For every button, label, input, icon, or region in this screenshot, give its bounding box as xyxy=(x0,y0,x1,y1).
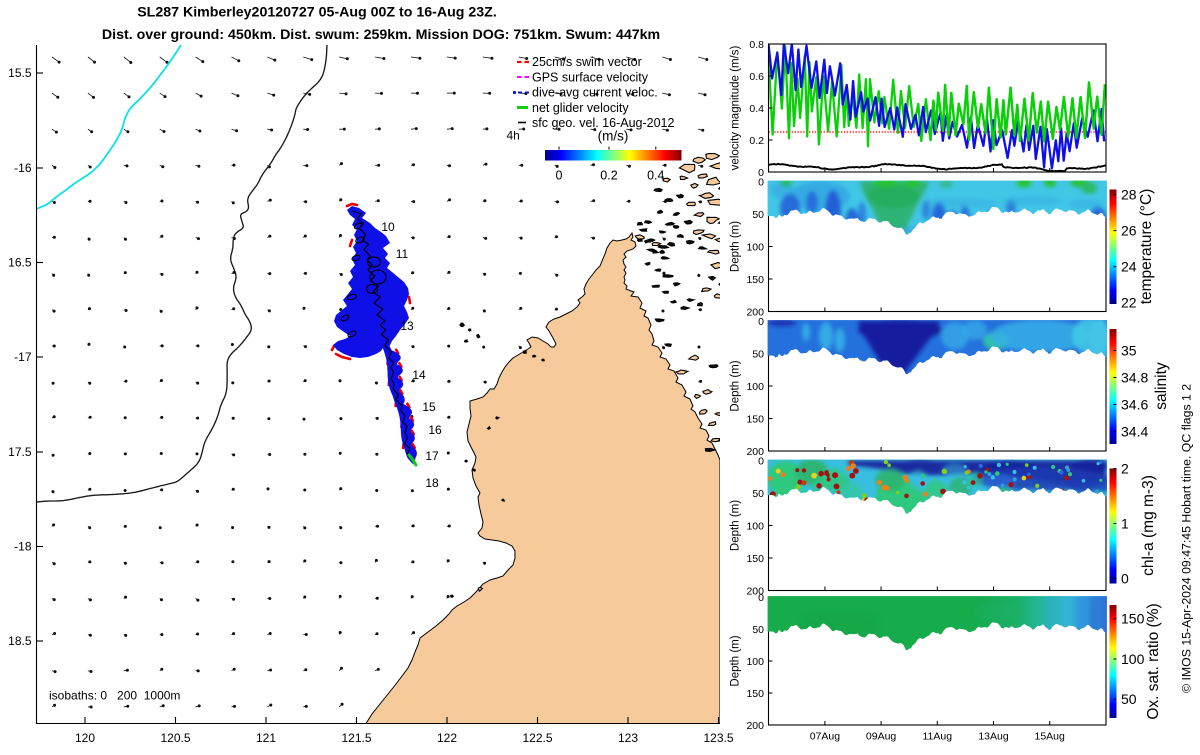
svg-text:34.6: 34.6 xyxy=(1121,396,1148,412)
svg-text:2: 2 xyxy=(1121,460,1129,476)
svg-text:50: 50 xyxy=(1121,691,1137,707)
svg-text:isobaths: 0 200 1000m: isobaths: 0 200 1000m xyxy=(49,689,180,703)
svg-text:34.4: 34.4 xyxy=(1121,423,1148,439)
svg-text:16: 16 xyxy=(428,423,442,437)
svg-text:© IMOS 15-Apr-2024 09:47:45 Ho: © IMOS 15-Apr-2024 09:47:45 Hobart time.… xyxy=(1180,384,1194,693)
svg-text:Depth (m): Depth (m) xyxy=(730,360,742,411)
svg-text:0.8: 0.8 xyxy=(749,39,764,51)
svg-text:16.5: 16.5 xyxy=(8,256,32,270)
svg-text:0.4: 0.4 xyxy=(647,169,664,183)
svg-text:GPS surface velocity: GPS surface velocity xyxy=(532,70,649,84)
svg-text:11Aug: 11Aug xyxy=(923,731,953,743)
svg-text:0: 0 xyxy=(758,167,764,179)
svg-text:0.2: 0.2 xyxy=(749,135,764,147)
svg-text:chl-a (mg m-3): chl-a (mg m-3) xyxy=(1140,475,1157,576)
svg-text:net glider velocity: net glider velocity xyxy=(532,101,629,115)
svg-text:0: 0 xyxy=(758,316,764,328)
svg-text:15: 15 xyxy=(422,400,436,414)
svg-text:100: 100 xyxy=(746,241,764,253)
svg-text:35: 35 xyxy=(1121,342,1137,358)
svg-text:sfc geo. vel. 16-Aug-2012: sfc geo. vel. 16-Aug-2012 xyxy=(532,116,674,130)
svg-text:100: 100 xyxy=(746,656,764,668)
svg-text:dive-avg current veloc.: dive-avg current veloc. xyxy=(532,86,658,100)
svg-text:25cm/s swim vector: 25cm/s swim vector xyxy=(532,55,642,69)
svg-text:50: 50 xyxy=(752,624,764,636)
svg-text:123.5: 123.5 xyxy=(703,731,733,745)
svg-text:24: 24 xyxy=(1121,259,1137,275)
svg-text:150: 150 xyxy=(746,688,764,700)
svg-text:200: 200 xyxy=(746,720,764,732)
svg-text:34.8: 34.8 xyxy=(1121,369,1148,385)
svg-text:0: 0 xyxy=(758,455,764,467)
svg-text:200: 200 xyxy=(746,446,764,458)
svg-text:-17: -17 xyxy=(14,350,32,364)
svg-text:150: 150 xyxy=(746,413,764,425)
svg-text:Depth (m): Depth (m) xyxy=(730,500,742,551)
svg-text:100: 100 xyxy=(1121,651,1145,667)
svg-text:temperature (°C): temperature (°C) xyxy=(1138,189,1155,305)
svg-text:Depth (m): Depth (m) xyxy=(730,635,742,686)
svg-text:100: 100 xyxy=(746,520,764,532)
svg-text:26: 26 xyxy=(1121,222,1137,238)
svg-text:17: 17 xyxy=(425,449,439,463)
svg-text:18: 18 xyxy=(425,476,439,490)
svg-text:0: 0 xyxy=(758,592,764,604)
svg-text:14: 14 xyxy=(412,368,426,382)
svg-text:18.5: 18.5 xyxy=(8,634,32,648)
svg-text:200: 200 xyxy=(746,306,764,318)
svg-text:122: 122 xyxy=(437,731,457,745)
svg-text:09Aug: 09Aug xyxy=(866,731,897,743)
svg-text:17.5: 17.5 xyxy=(8,445,32,459)
svg-text:122.5: 122.5 xyxy=(522,731,552,745)
svg-text:120.5: 120.5 xyxy=(160,731,190,745)
svg-text:10: 10 xyxy=(381,220,395,234)
svg-text:salinity: salinity xyxy=(1153,362,1170,410)
svg-text:0: 0 xyxy=(1121,570,1129,586)
svg-text:4h: 4h xyxy=(507,129,520,143)
svg-text:0: 0 xyxy=(758,176,764,188)
svg-text:15Aug: 15Aug xyxy=(1035,731,1066,743)
svg-text:0.6: 0.6 xyxy=(749,71,764,83)
svg-text:0.4: 0.4 xyxy=(749,103,764,115)
svg-text:SL287 Kimberley20120727 05-Aug: SL287 Kimberley20120727 05-Aug 00Z to 16… xyxy=(137,5,497,21)
svg-text:velocity magnitude (m/s): velocity magnitude (m/s) xyxy=(730,46,742,171)
svg-text:-18: -18 xyxy=(14,540,32,554)
svg-text:Dist. over ground: 450km. Dist: Dist. over ground: 450km. Dist. swum: 25… xyxy=(102,27,660,43)
svg-text:200: 200 xyxy=(746,585,764,597)
svg-text:13: 13 xyxy=(400,319,414,333)
svg-text:150: 150 xyxy=(1121,611,1145,627)
svg-text:28: 28 xyxy=(1121,186,1137,202)
svg-text:13Aug: 13Aug xyxy=(978,731,1009,743)
svg-text:0.2: 0.2 xyxy=(600,169,617,183)
svg-text:-16: -16 xyxy=(14,161,32,175)
svg-text:07Aug: 07Aug xyxy=(810,731,841,743)
svg-text:15.5: 15.5 xyxy=(8,66,32,80)
svg-text:120: 120 xyxy=(75,731,95,745)
svg-text:Depth (m): Depth (m) xyxy=(730,221,742,272)
svg-text:121.5: 121.5 xyxy=(341,731,371,745)
svg-text:50: 50 xyxy=(752,209,764,221)
svg-text:11: 11 xyxy=(396,247,409,261)
svg-text:Ox. sat. ratio (%): Ox. sat. ratio (%) xyxy=(1145,603,1162,719)
svg-text:121: 121 xyxy=(256,731,276,745)
svg-text:50: 50 xyxy=(752,488,764,500)
svg-text:0: 0 xyxy=(556,169,563,183)
svg-text:(m/s): (m/s) xyxy=(598,129,629,144)
svg-text:50: 50 xyxy=(752,348,764,360)
svg-text:150: 150 xyxy=(746,274,764,286)
svg-text:22: 22 xyxy=(1121,295,1137,311)
svg-text:1: 1 xyxy=(1121,515,1129,531)
svg-text:150: 150 xyxy=(746,553,764,565)
svg-text:100: 100 xyxy=(746,381,764,393)
svg-text:123: 123 xyxy=(618,731,638,745)
